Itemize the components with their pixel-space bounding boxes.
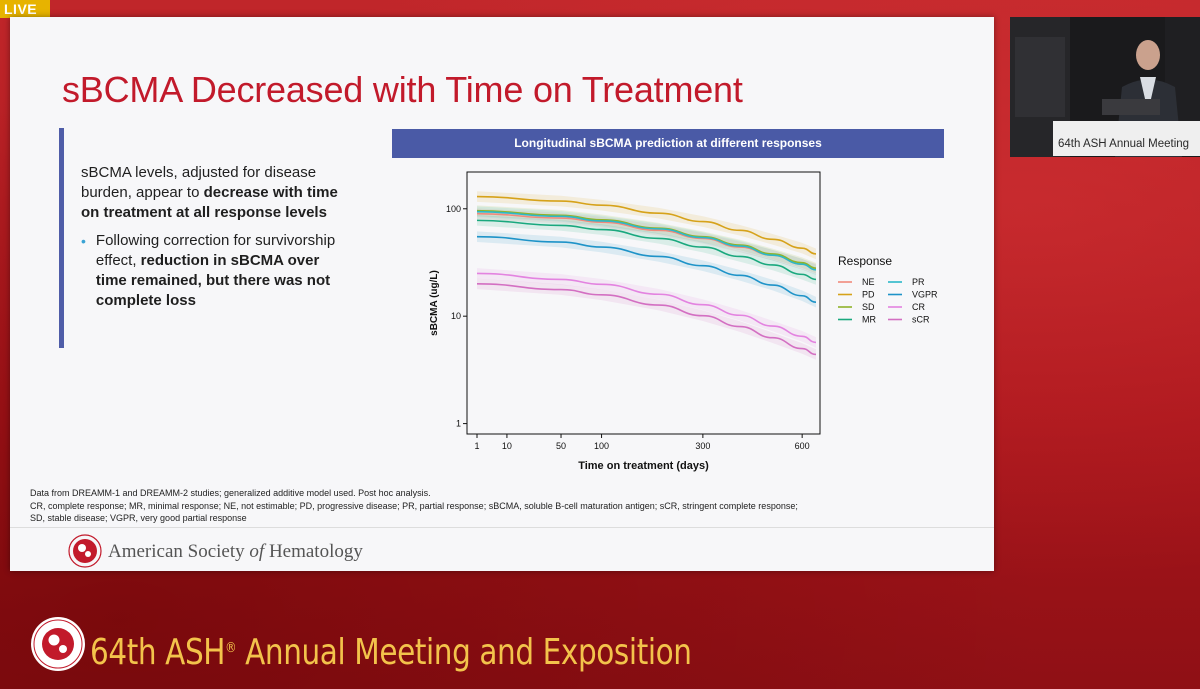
x-axis-label: Time on treatment (days) bbox=[578, 460, 709, 472]
series-line-pr bbox=[476, 210, 817, 271]
event-title-part1: 64th ASH bbox=[90, 632, 226, 673]
ash-wordmark-prefix: American Society bbox=[108, 541, 250, 562]
podium-text: 64th ASH Annual Meeting bbox=[1058, 138, 1190, 150]
series-line-mr bbox=[476, 219, 817, 281]
footnote-line: CR, complete response; MR, minimal respo… bbox=[30, 500, 798, 511]
series-line-cr bbox=[476, 272, 817, 344]
ash-wordmark-suffix: Hematology bbox=[264, 541, 363, 562]
chart-header: Longitudinal sBCMA prediction at differe… bbox=[392, 129, 944, 158]
x-tick-label: 300 bbox=[695, 441, 710, 451]
bullet-plain: Following correction for survivorship ef… bbox=[95, 232, 336, 269]
podium-sign bbox=[1053, 121, 1200, 156]
lead-bold: decrease with time on treatment at all r… bbox=[81, 184, 338, 221]
legend-label: CR bbox=[912, 302, 925, 312]
event-banner-title: 64th ASH® Annual Meeting and Exposition bbox=[90, 632, 692, 673]
legend-label: PR bbox=[912, 277, 925, 287]
legend-label: SD bbox=[862, 302, 875, 312]
ash-logo-icon bbox=[68, 534, 102, 568]
y-tick-label: 100 bbox=[446, 204, 461, 214]
series-line-pd bbox=[476, 195, 817, 255]
series-line-sd bbox=[476, 209, 817, 269]
footnotes: Data from DREAMM-1 and DREAMM-2 studies;… bbox=[30, 487, 970, 525]
footer-divider bbox=[10, 527, 994, 528]
legend-title: Response bbox=[838, 254, 892, 268]
bullet-text: Following correction for survivorship ef… bbox=[96, 231, 351, 311]
y-tick-label: 1 bbox=[456, 419, 461, 429]
legend-label: VGPR bbox=[912, 290, 938, 300]
footnote-line: SD, stable disease; VGPR, very good part… bbox=[30, 513, 247, 523]
live-badge: LIVE bbox=[0, 0, 50, 18]
sbcma-line-chart: 1 10 50 100 300 600 1 10 100 Time on treatment … bbox=[429, 171, 938, 472]
x-tick-label: 100 bbox=[594, 441, 609, 451]
ash-wordmark: American Society of Hematology bbox=[108, 541, 363, 563]
y-tick-label: 10 bbox=[451, 311, 461, 321]
legend-label: NE bbox=[862, 277, 875, 287]
plot-frame bbox=[466, 171, 821, 435]
x-tick-label: 50 bbox=[556, 441, 566, 451]
slide-title: sBCMA Decreased with Time on Treatment bbox=[62, 69, 743, 110]
y-axis-label: sBCMA (ug/L) bbox=[429, 270, 440, 336]
footnote-line: Data from DREAMM-1 and DREAMM-2 studies;… bbox=[30, 488, 431, 498]
x-tick-label: 10 bbox=[502, 441, 512, 451]
legend-label: PD bbox=[862, 290, 875, 300]
bullet-dot-icon: • bbox=[81, 233, 86, 249]
registered-mark: ® bbox=[225, 640, 237, 656]
bullet-bold: reduction in sBCMA over time remained, b… bbox=[95, 252, 331, 309]
event-title-part2: Annual Meeting and Exposition bbox=[236, 632, 692, 673]
x-tick-label: 600 bbox=[795, 441, 810, 451]
legend-label: sCR bbox=[912, 315, 930, 325]
series-line-vgpr bbox=[476, 235, 817, 303]
presentation-slide: sBCMA Decreased with Time on Treatment s… bbox=[10, 17, 994, 571]
lead-plain: sBCMA levels, adjusted for disease burde… bbox=[81, 164, 317, 201]
confidence-band bbox=[477, 278, 816, 360]
lead-paragraph: sBCMA levels, adjusted for disease burde… bbox=[81, 163, 351, 223]
series-line-scr bbox=[476, 283, 817, 356]
ash-wordmark-of: of bbox=[249, 541, 265, 562]
ash-seal-logo-icon bbox=[31, 617, 85, 671]
slide-body-text: sBCMA levels, adjusted for disease burde… bbox=[81, 163, 351, 311]
x-tick-label: 1 bbox=[474, 441, 479, 451]
accent-bar bbox=[59, 128, 64, 348]
bullet-item: • Following correction for survivorship … bbox=[81, 231, 351, 311]
legend-label: MR bbox=[862, 315, 876, 325]
